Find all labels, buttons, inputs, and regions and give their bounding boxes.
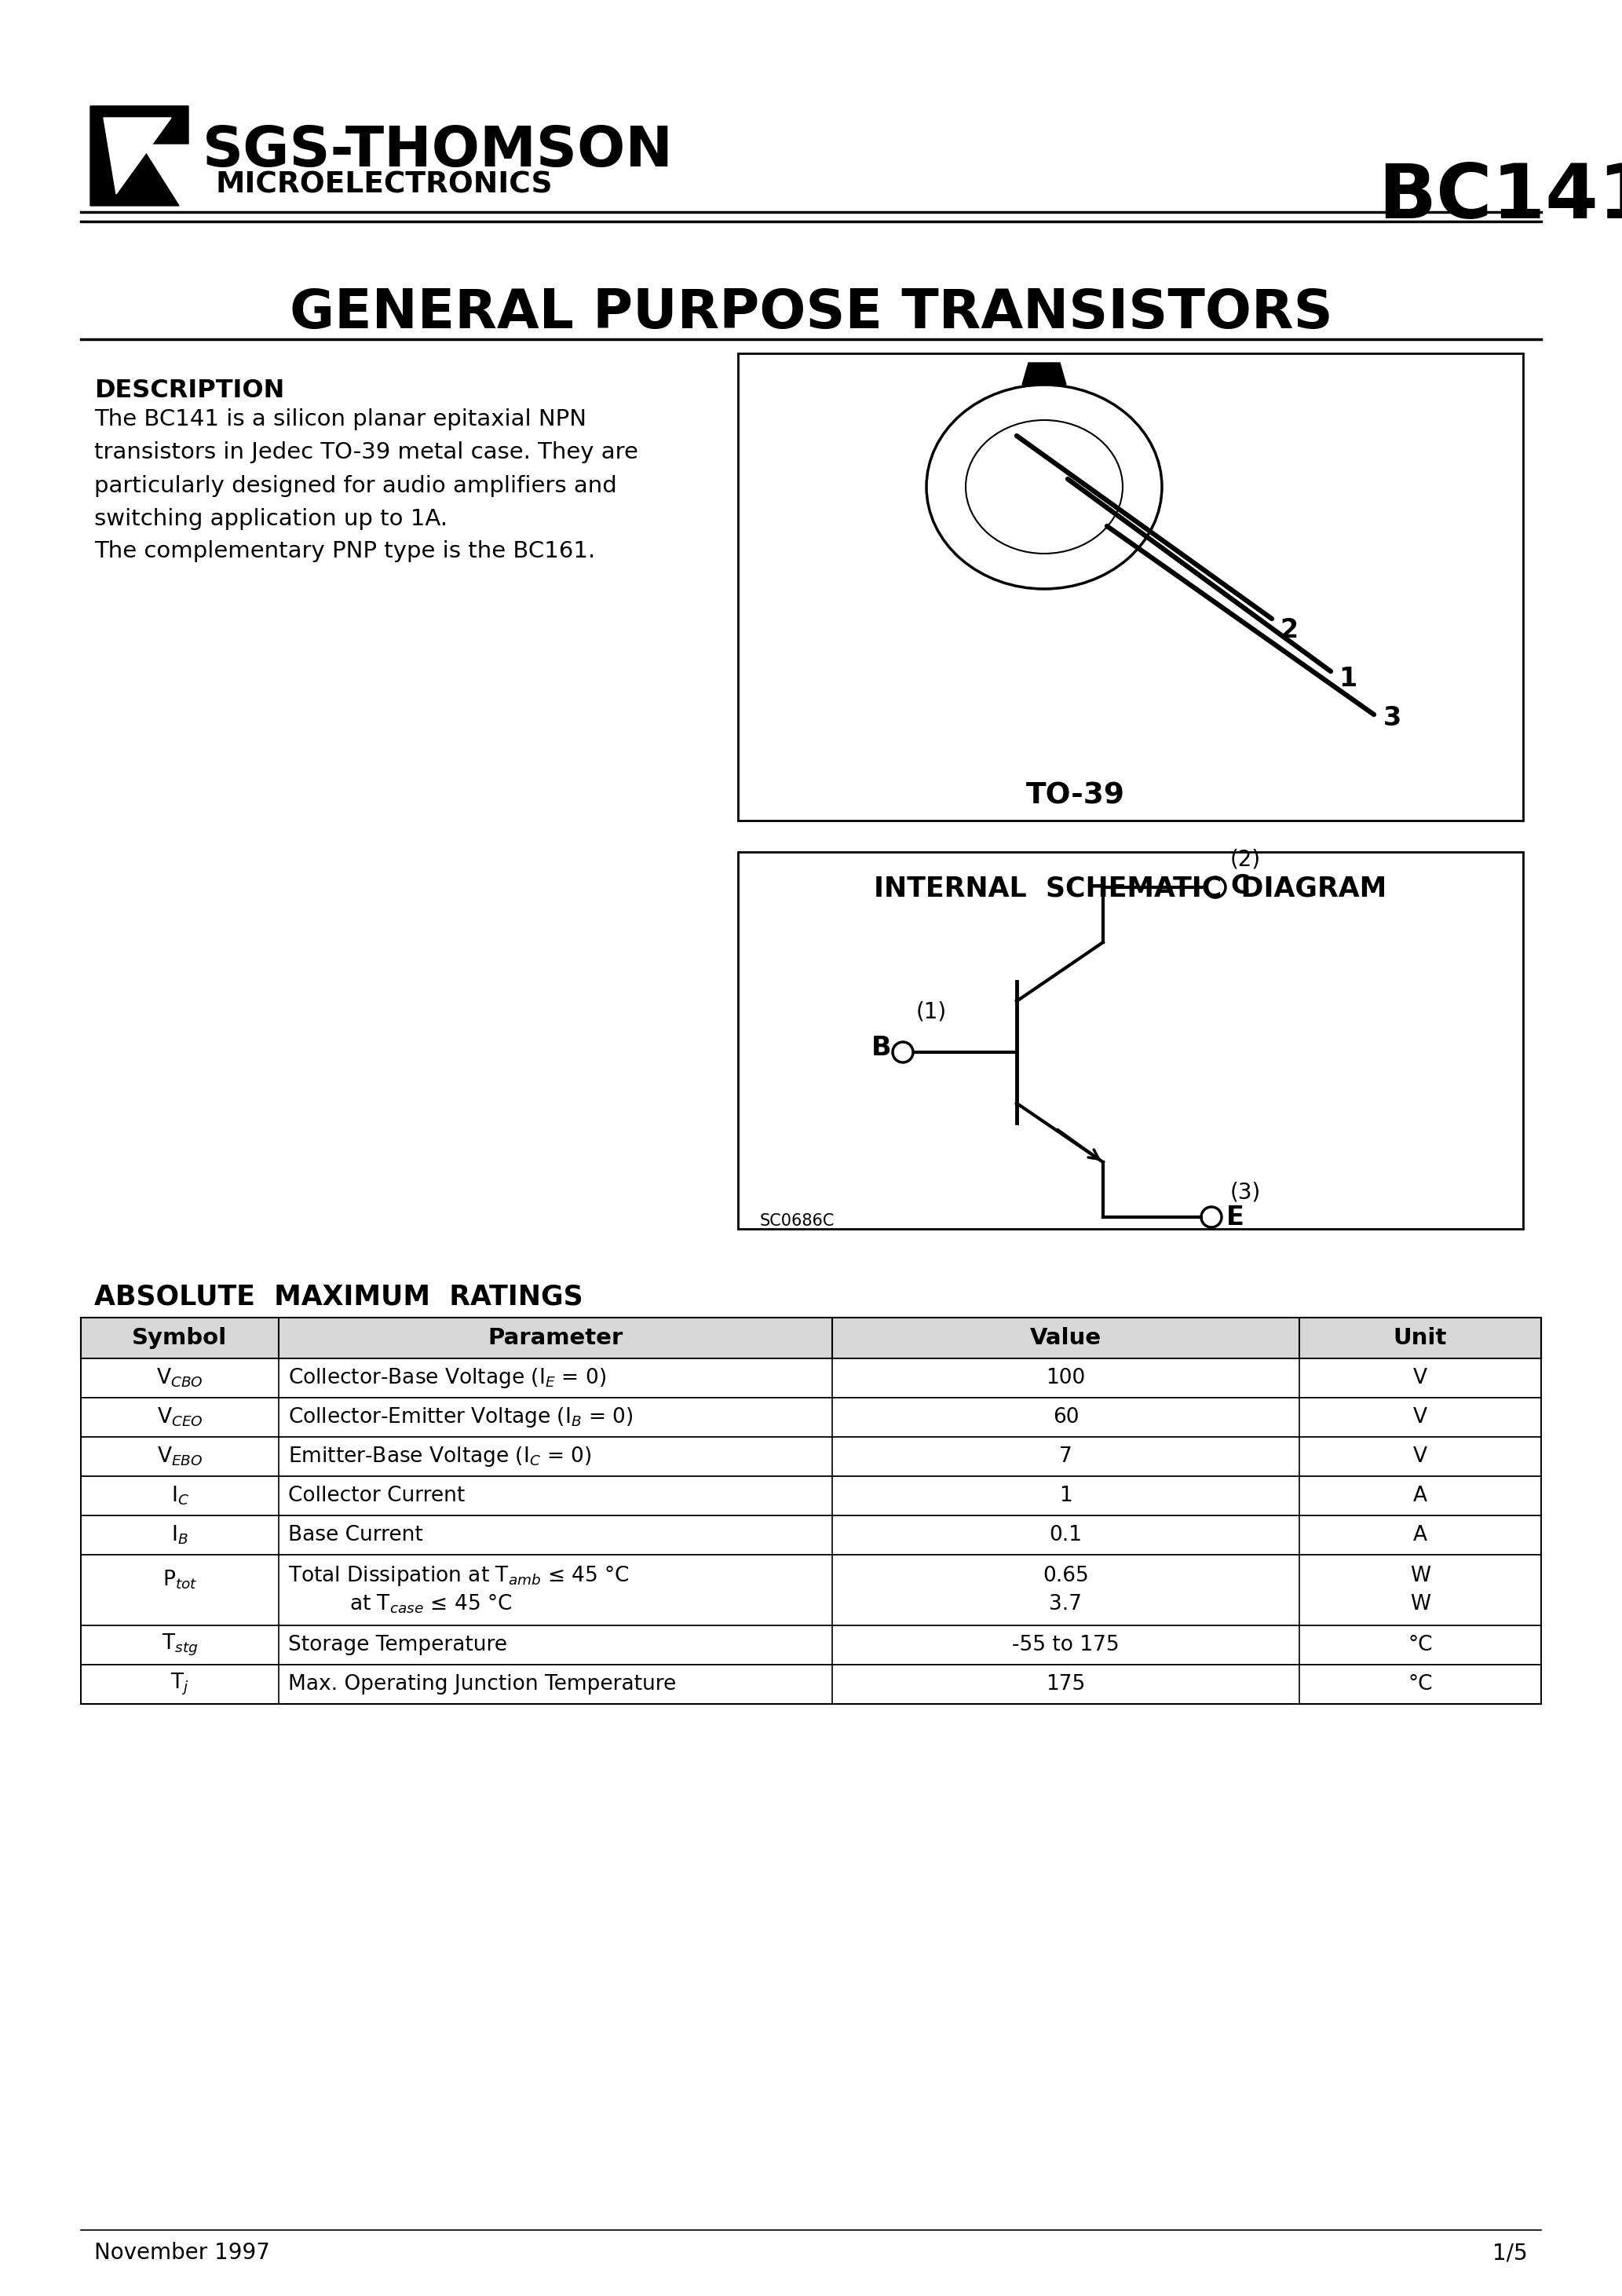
Circle shape [1205, 877, 1226, 898]
Text: DESCRIPTION: DESCRIPTION [94, 379, 284, 402]
Bar [81, 1515, 1541, 1554]
Text: at T$_{case}$ ≤ 45 °C: at T$_{case}$ ≤ 45 °C [349, 1593, 513, 1616]
Text: SC0686C: SC0686C [761, 1212, 835, 1228]
Text: I$_C$: I$_C$ [170, 1486, 188, 1506]
Text: Parameter: Parameter [488, 1327, 623, 1350]
Bar [738, 354, 1523, 820]
Text: A: A [1413, 1486, 1427, 1506]
Text: BC141: BC141 [1377, 161, 1622, 234]
Text: I$_B$: I$_B$ [172, 1525, 188, 1545]
Text: 1/5: 1/5 [1492, 2241, 1528, 2264]
Text: 60: 60 [1053, 1407, 1079, 1428]
Ellipse shape [965, 420, 1122, 553]
Text: Value: Value [1030, 1327, 1101, 1350]
Text: Emitter-Base Voltage (I$_C$ = 0): Emitter-Base Voltage (I$_C$ = 0) [289, 1444, 592, 1469]
Text: V$_{CBO}$: V$_{CBO}$ [156, 1366, 203, 1389]
Polygon shape [91, 106, 188, 207]
Text: T$_j$: T$_j$ [170, 1671, 190, 1697]
Text: W: W [1410, 1593, 1431, 1614]
Bar [738, 852, 1523, 1228]
Bar [81, 1665, 1541, 1704]
Text: Collector-Base Voltage (I$_E$ = 0): Collector-Base Voltage (I$_E$ = 0) [289, 1366, 607, 1389]
Bar [81, 1398, 1541, 1437]
Text: Total Dissipation at T$_{amb}$ ≤ 45 °C: Total Dissipation at T$_{amb}$ ≤ 45 °C [289, 1564, 629, 1589]
Text: ABSOLUTE  MAXIMUM  RATINGS: ABSOLUTE MAXIMUM RATINGS [94, 1283, 582, 1311]
Text: Unit: Unit [1393, 1327, 1447, 1350]
Text: 3: 3 [1384, 705, 1401, 732]
Text: V$_{EBO}$: V$_{EBO}$ [157, 1446, 203, 1467]
Text: E: E [1226, 1203, 1244, 1231]
Bar [81, 1476, 1541, 1515]
Text: November 1997: November 1997 [94, 2241, 269, 2264]
Text: INTERNAL  SCHEMATIC  DIAGRAM: INTERNAL SCHEMATIC DIAGRAM [874, 875, 1387, 902]
Text: (3): (3) [1229, 1180, 1260, 1203]
Bar [81, 1437, 1541, 1476]
Text: C: C [1229, 872, 1249, 898]
Circle shape [892, 1042, 913, 1063]
Text: °C: °C [1408, 1635, 1432, 1655]
Text: MICROELECTRONICS: MICROELECTRONICS [216, 172, 553, 200]
Text: P$_{tot}$: P$_{tot}$ [162, 1568, 198, 1591]
Bar [81, 1626, 1541, 1665]
Text: (2): (2) [1229, 850, 1260, 870]
Text: 1: 1 [1059, 1486, 1072, 1506]
Text: TO-39: TO-39 [1027, 781, 1126, 810]
Text: V: V [1413, 1368, 1427, 1389]
Bar [81, 1554, 1541, 1626]
Text: B: B [871, 1035, 890, 1061]
Text: A: A [1413, 1525, 1427, 1545]
Text: 0.1: 0.1 [1049, 1525, 1082, 1545]
Text: 100: 100 [1046, 1368, 1085, 1389]
Text: (1): (1) [916, 1001, 947, 1022]
Text: -55 to 175: -55 to 175 [1012, 1635, 1119, 1655]
Text: 2: 2 [1280, 618, 1298, 643]
Text: Collector-Emitter Voltage (I$_B$ = 0): Collector-Emitter Voltage (I$_B$ = 0) [289, 1405, 633, 1428]
Text: Symbol: Symbol [131, 1327, 227, 1350]
Text: Base Current: Base Current [289, 1525, 423, 1545]
Bar [81, 1359, 1541, 1398]
Text: The complementary PNP type is the BC161.: The complementary PNP type is the BC161. [94, 540, 595, 563]
Text: 7: 7 [1059, 1446, 1072, 1467]
Text: Storage Temperature: Storage Temperature [289, 1635, 508, 1655]
Text: 175: 175 [1046, 1674, 1085, 1694]
Text: 0.65: 0.65 [1043, 1566, 1088, 1587]
Text: T$_{stg}$: T$_{stg}$ [162, 1632, 198, 1658]
Text: W: W [1410, 1566, 1431, 1587]
Circle shape [1202, 1208, 1221, 1228]
Text: Collector Current: Collector Current [289, 1486, 466, 1506]
Text: The BC141 is a silicon planar epitaxial NPN
transistors in Jedec TO-39 metal cas: The BC141 is a silicon planar epitaxial … [94, 409, 637, 530]
Polygon shape [104, 117, 172, 193]
Polygon shape [1022, 363, 1066, 386]
Text: GENERAL PURPOSE TRANSISTORS: GENERAL PURPOSE TRANSISTORS [289, 287, 1333, 340]
Text: 3.7: 3.7 [1049, 1593, 1082, 1614]
Text: Max. Operating Junction Temperature: Max. Operating Junction Temperature [289, 1674, 676, 1694]
Text: °C: °C [1408, 1674, 1432, 1694]
Text: 1: 1 [1338, 666, 1356, 691]
Text: V: V [1413, 1446, 1427, 1467]
Ellipse shape [926, 386, 1161, 588]
Bar [81, 1318, 1541, 1359]
Text: SGS-THOMSON: SGS-THOMSON [203, 124, 673, 179]
Text: V: V [1413, 1407, 1427, 1428]
Text: V$_{CEO}$: V$_{CEO}$ [157, 1405, 203, 1428]
